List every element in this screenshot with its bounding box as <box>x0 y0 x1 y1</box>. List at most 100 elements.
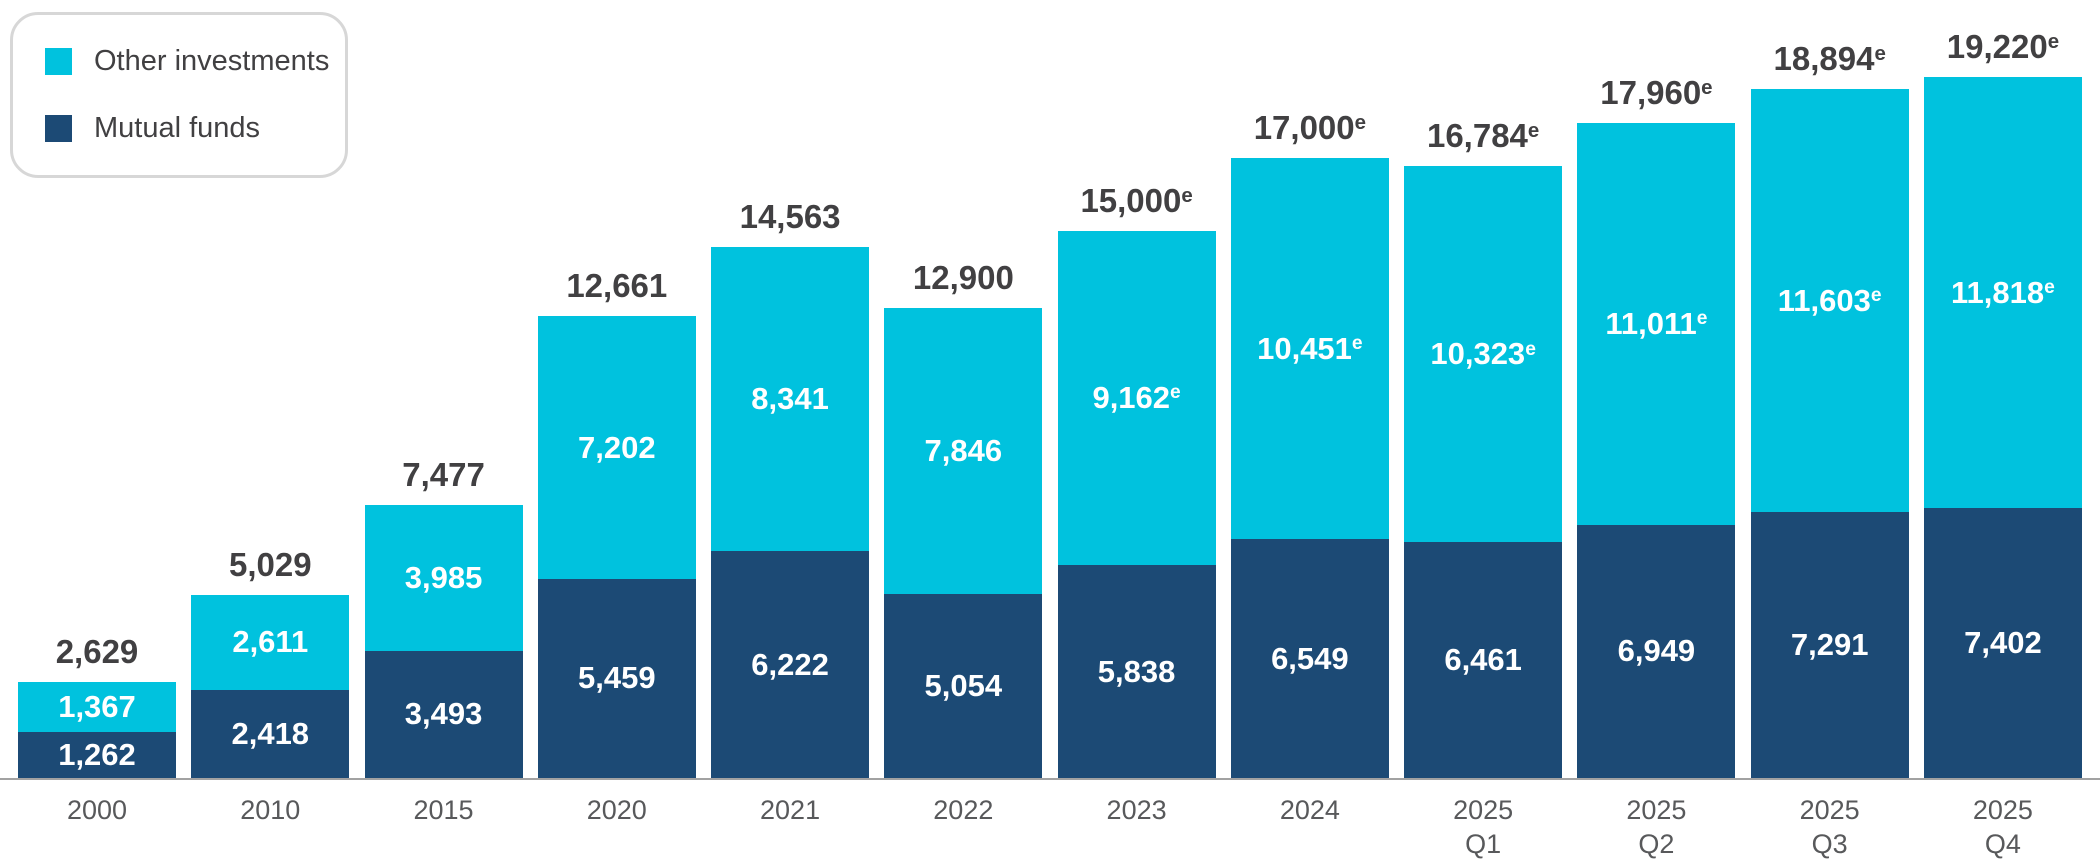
bar-segment-mutual-funds: 5,459 <box>537 578 696 778</box>
x-axis-label: 2023 <box>1106 795 1167 825</box>
bar-total-label: 16,784e <box>1426 116 1540 154</box>
bar-value-label-other: 7,202 <box>578 429 656 465</box>
estimate-marker: e <box>1181 183 1193 207</box>
bar-segment-other-investments: 10,323e <box>1404 165 1563 543</box>
legend: Other investments Mutual funds <box>10 12 348 178</box>
x-axis-label: 2010 <box>240 795 301 825</box>
bar-group: 17,960e 11,011e 6,949 2025 Q2 <box>1577 74 1736 859</box>
bar-segment-mutual-funds: 6,549 <box>1230 539 1389 778</box>
bar-value-label-mutual: 7,291 <box>1790 627 1869 663</box>
bar-value-label-other: 7,846 <box>924 432 1003 468</box>
bar-value-label-other: 11,603e <box>1777 282 1882 318</box>
bar-total-label: 18,894e <box>1773 39 1886 77</box>
estimate-marker: e <box>2044 276 2055 298</box>
x-axis-label: 2000 <box>66 795 128 825</box>
bar-total-label: 15,000e <box>1080 181 1193 219</box>
bar-total-label: 2,629 <box>55 633 139 671</box>
bar-value-label-mutual: 6,461 <box>1444 642 1522 678</box>
bar-group: 19,220e 11,818e 7,402 2025 Q4 <box>1923 28 2082 859</box>
bar-segment-mutual-funds: 6,461 <box>1404 542 1563 778</box>
bar-segment-other-investments: 7,202 <box>537 316 696 579</box>
bar-group: 5,029 2,611 2,418 2010 <box>191 546 350 825</box>
bar-value-label-mutual: 6,949 <box>1617 633 1696 669</box>
mutual-funds-swatch-icon <box>45 115 72 142</box>
estimate-marker: e <box>1351 332 1363 354</box>
bar-value-label-other: 1,367 <box>58 689 136 725</box>
bar-segment-mutual-funds: 3,493 <box>364 650 523 778</box>
estimate-marker: e <box>2047 29 2060 53</box>
bar-total-label: 17,960e <box>1600 74 1713 112</box>
bar-total-label: 17,000e <box>1253 108 1367 146</box>
x-axis-label: 2024 <box>1279 795 1340 825</box>
estimate-marker: e <box>1170 382 1181 404</box>
bar-segment-other-investments: 11,603e <box>1750 88 1909 513</box>
bar-segment-other-investments: 11,011e <box>1577 123 1736 525</box>
legend-label-other-investments: Other investments <box>94 45 330 77</box>
bar-value-label-other: 8,341 <box>751 381 829 417</box>
bar-total-label: 7,477 <box>402 456 485 494</box>
bar-value-label-other: 11,818e <box>1951 274 2055 310</box>
bar-segment-other-investments: 2,611 <box>191 594 350 690</box>
x-axis-label: 2021 <box>760 795 821 825</box>
bar-segment-mutual-funds: 7,402 <box>1923 508 2082 778</box>
estimate-marker: e <box>1696 308 1708 330</box>
bar-segment-other-investments: 1,367 <box>18 682 176 732</box>
bar-segment-mutual-funds: 7,291 <box>1750 512 1909 778</box>
bar-value-label-mutual: 3,493 <box>404 696 483 732</box>
bar-group: 14,563 8,341 6,222 2021 <box>711 198 870 825</box>
bar-value-label-other: 10,323e <box>1430 336 1536 372</box>
estimate-marker: e <box>1354 110 1367 134</box>
bar-segment-mutual-funds: 5,838 <box>1057 565 1216 778</box>
bar-group: 2,629 1,367 1,262 2000 <box>18 633 176 825</box>
bar-group: 16,784e 10,323e 6,461 2025 Q1 <box>1404 117 1563 859</box>
x-axis-label: 2025 Q2 <box>1626 795 1687 859</box>
x-axis-label: 2020 <box>586 795 647 825</box>
bar-segment-other-investments: 9,162e <box>1057 230 1216 566</box>
bar-segment-other-investments: 3,985 <box>364 505 523 651</box>
bar-total-label: 5,029 <box>228 545 312 583</box>
other-investments-swatch-icon <box>45 48 72 75</box>
bar-total-label: 19,220e <box>1946 28 2060 65</box>
legend-item-other-investments: Other investments <box>45 45 329 78</box>
bar-total-label: 14,563 <box>739 197 841 235</box>
bar-value-label-mutual: 6,549 <box>1271 640 1349 676</box>
legend-label-mutual-funds: Mutual funds <box>94 112 261 144</box>
bar-value-label-other: 10,451e <box>1257 330 1363 366</box>
bar-value-label-mutual: 1,262 <box>58 737 136 772</box>
legend-item-mutual-funds: Mutual funds <box>45 112 325 145</box>
bar-value-label-other: 2,611 <box>232 624 309 660</box>
plot-area: 2,629 1,367 1,262 2000 5,029 2,611 2,418 2010 7,… <box>18 28 2082 859</box>
bar-value-label-mutual: 5,054 <box>924 667 1003 703</box>
bar-segment-mutual-funds: 5,054 <box>884 593 1043 778</box>
bar-total-label: 12,900 <box>912 258 1014 296</box>
bar-group: 17,000e 10,451e 6,549 2024 <box>1230 109 1389 825</box>
bar-group: 18,894e 11,603e 7,291 2025 Q3 <box>1750 40 1909 859</box>
bar-total-label: 12,661 <box>566 267 668 305</box>
x-axis-label: 2015 <box>413 795 474 825</box>
estimate-marker: e <box>1527 118 1540 142</box>
bar-segment-other-investments: 10,451e <box>1230 157 1389 540</box>
estimate-marker: e <box>1874 41 1886 65</box>
estimate-marker: e <box>1701 75 1713 99</box>
bar-group: 12,661 7,202 5,459 2020 <box>537 267 696 825</box>
bar-group: 15,000e 9,162e 5,838 2023 <box>1057 182 1216 825</box>
bar-value-label-mutual: 6,222 <box>751 646 829 682</box>
bar-segment-other-investments: 7,846 <box>884 307 1043 594</box>
bar-value-label-other: 11,011e <box>1605 305 1708 341</box>
bar-value-label-mutual: 2,418 <box>231 715 310 751</box>
x-axis-line <box>0 778 2100 780</box>
x-axis-label: 2025 Q4 <box>1972 795 2033 859</box>
bar-segment-other-investments: 11,818e <box>1923 77 2082 508</box>
bar-value-label-mutual: 5,838 <box>1097 653 1176 689</box>
bar-segment-other-investments: 8,341 <box>711 246 870 552</box>
bar-group: 7,477 3,985 3,493 2015 <box>364 456 523 825</box>
bar-value-label-mutual: 7,402 <box>1964 625 2042 660</box>
bar-segment-mutual-funds: 2,418 <box>191 689 350 778</box>
bar-value-label-mutual: 5,459 <box>578 660 656 696</box>
x-axis-label: 2025 Q3 <box>1799 795 1860 859</box>
bar-value-label-other: 9,162e <box>1092 380 1181 416</box>
bar-segment-mutual-funds: 1,262 <box>18 732 176 778</box>
estimate-marker: e <box>1525 338 1536 360</box>
x-axis-label: 2025 Q1 <box>1453 795 1514 859</box>
